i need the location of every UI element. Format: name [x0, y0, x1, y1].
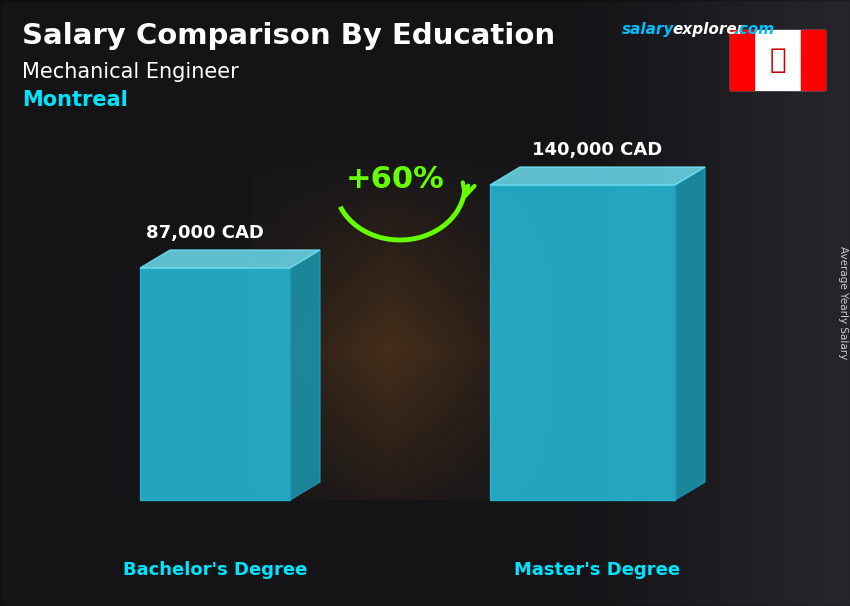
Polygon shape	[140, 250, 320, 268]
Bar	[490, 185, 675, 500]
Polygon shape	[490, 167, 705, 185]
Text: Master's Degree: Master's Degree	[514, 561, 681, 579]
Text: salary: salary	[622, 22, 674, 37]
Bar	[802, 30, 825, 90]
Polygon shape	[675, 167, 705, 500]
Text: Bachelor's Degree: Bachelor's Degree	[122, 561, 307, 579]
Text: 140,000 CAD: 140,000 CAD	[532, 141, 663, 159]
Text: Average Yearly Salary: Average Yearly Salary	[838, 247, 848, 359]
Text: Mechanical Engineer: Mechanical Engineer	[22, 62, 239, 82]
Polygon shape	[290, 250, 320, 500]
Text: Montreal: Montreal	[22, 90, 128, 110]
Text: Salary Comparison By Education: Salary Comparison By Education	[22, 22, 555, 50]
Bar	[730, 30, 825, 90]
Text: 87,000 CAD: 87,000 CAD	[146, 224, 264, 242]
Text: +60%: +60%	[346, 164, 445, 193]
Text: explorer: explorer	[672, 22, 745, 37]
Text: 🍁: 🍁	[769, 46, 785, 74]
Bar	[140, 268, 290, 500]
Bar	[730, 30, 754, 90]
Text: .com: .com	[733, 22, 774, 37]
